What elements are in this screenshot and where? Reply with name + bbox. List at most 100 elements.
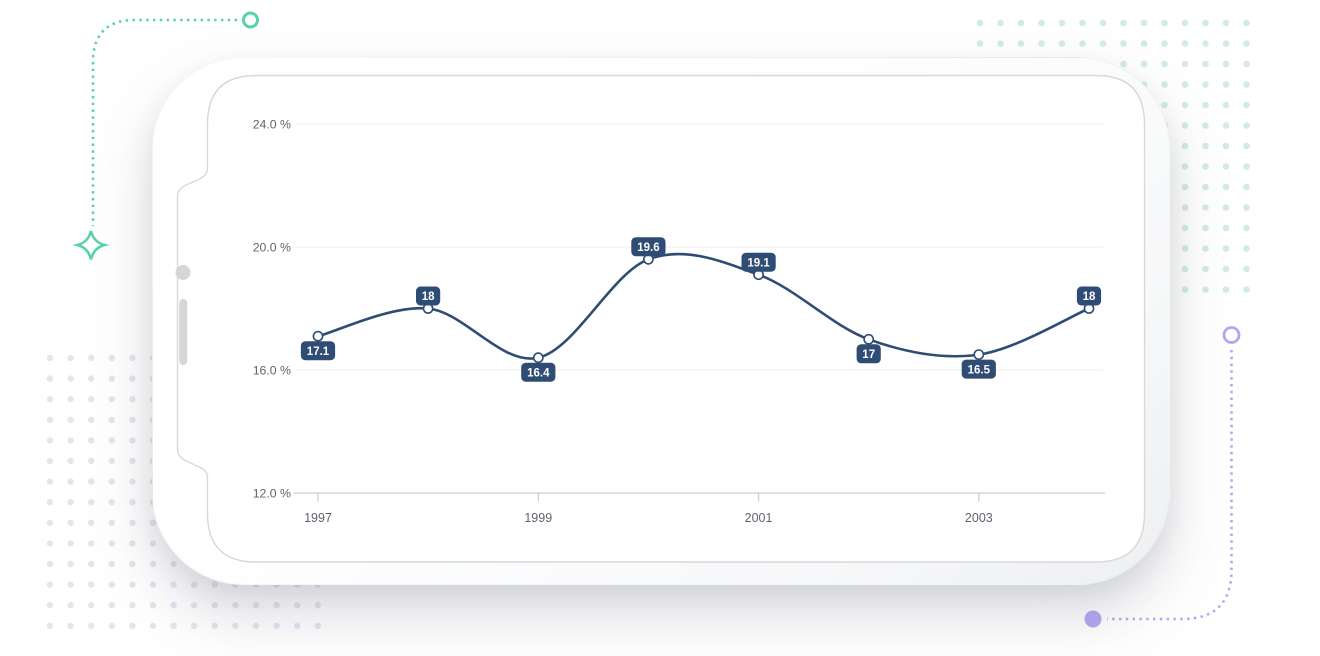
decorative-dot	[108, 416, 116, 423]
decorative-dot	[191, 581, 198, 588]
decorative-dot	[46, 602, 54, 609]
decorative-dot	[1243, 60, 1250, 68]
decorative-dot	[1181, 163, 1189, 170]
decorative-dot	[170, 560, 177, 568]
decorative-dot	[976, 40, 984, 47]
decorative-dot	[67, 560, 74, 568]
decorative-dot	[129, 375, 136, 382]
decorative-dot	[67, 437, 74, 444]
decorative-dot	[211, 581, 218, 588]
decorative-dot	[67, 396, 74, 403]
decorative-dot	[88, 540, 95, 547]
decorative-dot	[88, 581, 95, 588]
decorative-dot	[191, 602, 198, 609]
decorative-dot	[67, 416, 74, 423]
decorative-dot	[129, 457, 136, 465]
decorative-dot	[129, 560, 136, 568]
decorative-dot	[46, 416, 54, 423]
decorative-dot	[170, 581, 177, 588]
decorative-dot	[46, 560, 54, 568]
decorative-dot	[1120, 40, 1127, 47]
decorative-dot	[1202, 101, 1209, 109]
decorative-dot	[1243, 286, 1250, 293]
decorative-dot	[108, 375, 116, 382]
decorative-dot	[1243, 163, 1250, 170]
decorative-dot	[1181, 204, 1189, 211]
decorative-dot	[1140, 19, 1148, 27]
decorative-dot	[108, 437, 116, 444]
decorative-dot	[294, 622, 301, 629]
decorative-dot	[1222, 163, 1230, 170]
decorative-dot	[1140, 60, 1148, 68]
decorative-dot	[1017, 40, 1025, 47]
decorative-dot	[1222, 245, 1230, 252]
decorative-dot	[1243, 122, 1250, 129]
decorative-dot	[1243, 183, 1250, 191]
decorative-dot	[108, 457, 116, 465]
decorative-dot	[1202, 142, 1209, 150]
decorative-dot	[149, 622, 157, 629]
decorative-dot	[1079, 19, 1086, 27]
decorative-dot	[1181, 40, 1189, 47]
decorative-dot	[46, 437, 54, 444]
decorative-dot	[108, 478, 116, 485]
decorative-dot	[129, 622, 136, 629]
decorative-dot	[46, 478, 54, 485]
decorative-dot	[1202, 286, 1209, 293]
decorative-dot	[252, 622, 260, 629]
decorative-dot	[88, 622, 95, 629]
decorative-dot	[314, 602, 321, 609]
decorative-dot	[67, 375, 74, 382]
decorative-dot	[1161, 40, 1168, 47]
decorative-dot	[108, 540, 116, 547]
decorative-dot	[1099, 19, 1107, 27]
decorative-dot	[67, 519, 74, 526]
decorative-dot	[1202, 183, 1209, 191]
purple-dot-icon	[1084, 610, 1102, 628]
decorative-dot	[1202, 122, 1209, 129]
decorative-dot	[170, 622, 177, 629]
decorative-dot	[1202, 19, 1209, 27]
decorative-dot	[88, 437, 95, 444]
decorative-dot	[1058, 40, 1066, 47]
decorative-dot	[67, 540, 74, 547]
decorative-dot	[997, 19, 1004, 27]
decorative-dot	[1222, 183, 1230, 191]
decorative-dot	[1222, 122, 1230, 129]
decorative-dot	[67, 499, 74, 506]
decorative-dot	[1181, 142, 1189, 150]
decorative-dot	[129, 540, 136, 547]
decorative-dot	[1181, 122, 1189, 129]
decorative-dot	[46, 375, 54, 382]
decorative-dot	[1161, 19, 1168, 27]
decorative-dot	[108, 396, 116, 403]
decorative-dot	[997, 40, 1004, 47]
decorative-dot	[976, 19, 984, 27]
decorative-dot	[46, 540, 54, 547]
decorative-dot	[1222, 142, 1230, 150]
decorative-dot	[46, 354, 54, 362]
decorative-dot	[129, 499, 136, 506]
decorative-dot	[149, 581, 157, 588]
decorative-dot	[1181, 183, 1189, 191]
decorative-dot	[1222, 286, 1230, 293]
decorative-dot	[232, 602, 239, 609]
decorative-dot	[1243, 204, 1250, 211]
decorative-dot	[129, 519, 136, 526]
decorative-dot	[232, 622, 239, 629]
decorative-dot	[170, 602, 177, 609]
decorative-dot	[88, 478, 95, 485]
decorative-dot	[67, 354, 74, 362]
decorative-dot	[1181, 286, 1189, 293]
decorative-dot	[108, 622, 116, 629]
decorative-dot	[1038, 19, 1045, 27]
decorative-dot	[1017, 19, 1025, 27]
tablet-device-frame	[152, 57, 1170, 585]
decorative-dot	[1099, 40, 1107, 47]
sparkle-icon	[72, 230, 110, 260]
decorative-dot	[1243, 142, 1250, 150]
decorative-dot	[1181, 224, 1189, 232]
decorative-dot	[211, 602, 218, 609]
decorative-dot	[1202, 224, 1209, 232]
decorative-dot	[67, 478, 74, 485]
